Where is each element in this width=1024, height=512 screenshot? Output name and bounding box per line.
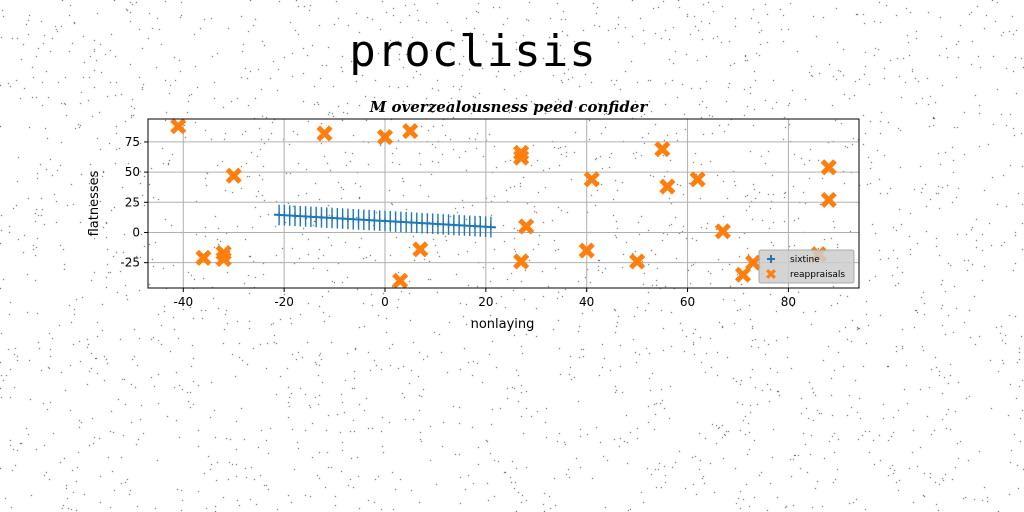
- sixtine-point: [355, 216, 362, 223]
- x-tick-label: -40: [173, 295, 193, 309]
- reappraisals-point: [689, 171, 706, 188]
- sixtine-point: [302, 213, 309, 220]
- sixtine-point: [429, 220, 436, 227]
- sixtine-point: [450, 221, 457, 228]
- sixtine-point: [445, 221, 452, 228]
- grid: [148, 119, 859, 288]
- sixtine-point: [466, 222, 473, 229]
- x-tick-label: 60: [680, 295, 695, 309]
- sixtine-point: [382, 218, 388, 225]
- reappraisals-point: [629, 253, 646, 270]
- y-axis-label: flatnesses: [87, 170, 102, 236]
- sixtine-point: [313, 214, 320, 221]
- plot-data: [170, 118, 837, 289]
- sixtine-point: [434, 221, 441, 228]
- reappraisals-point: [170, 118, 187, 135]
- sixtine-point: [339, 215, 346, 222]
- sixtine-point: [376, 217, 383, 224]
- x-tick-label: 80: [781, 295, 796, 309]
- x-tick-label: 20: [478, 295, 493, 309]
- reappraisals-point: [195, 249, 212, 266]
- reappraisals-point: [412, 241, 429, 258]
- sixtine-point: [307, 213, 314, 220]
- chart-title: M overzealousness peed confider: [369, 98, 649, 116]
- legend-label-reappraisals: reappraisals: [790, 270, 845, 280]
- plot-frame: [147, 118, 860, 289]
- sixtine-point: [297, 213, 304, 220]
- reappraisals-point: [518, 218, 535, 235]
- reappraisals-point: [402, 123, 419, 140]
- sixtine-point: [472, 223, 479, 230]
- reappraisals-point: [215, 250, 232, 268]
- x-tick-label: 0: [381, 295, 389, 309]
- legend-marker-reappraisals: [766, 269, 776, 279]
- sixtine-point: [477, 223, 484, 230]
- x-axis-label: nonlaying: [471, 317, 535, 332]
- sixtine-point: [487, 224, 494, 231]
- sixtine-point: [403, 219, 410, 226]
- y-tick-label: 50: [125, 165, 140, 179]
- sixtine-point: [318, 214, 325, 221]
- x-tick-label: -20: [274, 295, 294, 309]
- sixtine-point: [350, 216, 357, 223]
- sixtine-point: [482, 223, 489, 230]
- reappraisals-point: [659, 178, 676, 195]
- page-title: proclisis: [349, 26, 597, 77]
- sixtine-point: [392, 218, 399, 225]
- axis-ticks: -40 -20 0 20 40 60 80 -25 0 25 50 75: [120, 135, 796, 309]
- y-tick-label: 0: [132, 225, 140, 239]
- sixtine-point: [291, 212, 298, 219]
- sixtine-point: [276, 211, 283, 218]
- reappraisals-point: [654, 141, 671, 158]
- sixtine-point: [387, 218, 394, 225]
- sixtine-point: [371, 217, 378, 224]
- sixtine-point: [329, 214, 336, 221]
- sixtine-point: [408, 219, 415, 226]
- y-tick-label: 25: [125, 195, 140, 209]
- sixtine-point: [440, 221, 447, 228]
- legend: sixtine reappraisals: [758, 249, 855, 284]
- sixtine-point: [413, 219, 420, 226]
- reappraisals-point: [316, 125, 333, 142]
- reappraisals-point: [820, 191, 837, 208]
- reappraisals-point: [513, 149, 530, 166]
- sixtine-point: [419, 220, 426, 227]
- sixtine-point: [424, 220, 431, 227]
- reappraisals-point: [225, 167, 242, 184]
- legend-marker-sixtine: [767, 255, 775, 263]
- reappraisals-point: [714, 223, 731, 240]
- sixtine-point: [456, 222, 463, 229]
- sixtine-point: [360, 216, 367, 223]
- sixtine-point: [281, 212, 288, 219]
- x-tick-label: 40: [579, 295, 594, 309]
- sixtine-point: [397, 218, 404, 225]
- sixtine-point: [461, 222, 468, 229]
- sixtine-point: [286, 212, 293, 219]
- reappraisals-point: [734, 266, 752, 283]
- legend-box: [758, 249, 855, 284]
- sixtine-point: [334, 215, 341, 222]
- reappraisals-point: [583, 171, 600, 188]
- reappraisals-point: [513, 253, 530, 270]
- reappraisals-point: [820, 159, 837, 176]
- sixtine-point: [366, 217, 373, 224]
- y-tick-label: 75: [125, 135, 140, 149]
- reappraisals-point: [392, 272, 409, 289]
- legend-label-sixtine: sixtine: [790, 255, 820, 265]
- sixtine-point: [323, 214, 330, 221]
- y-tick-label: -25: [120, 256, 140, 270]
- sixtine-point: [344, 215, 351, 222]
- reappraisals-point: [376, 129, 394, 146]
- reappraisals-point: [578, 242, 595, 259]
